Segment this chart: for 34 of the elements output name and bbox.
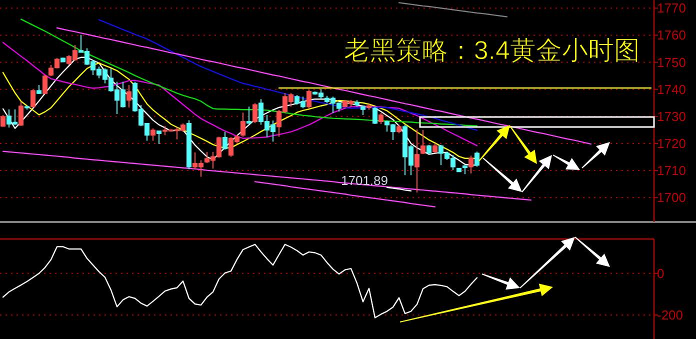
y-tick-label: 1770 xyxy=(657,0,686,16)
text: 老黑策略：3.4黄金小时图 xyxy=(344,35,640,65)
candlestick xyxy=(42,74,48,94)
candlestick xyxy=(156,130,162,145)
candlestick xyxy=(222,131,228,150)
y-tick-label: 1700 xyxy=(657,190,686,206)
annotation: 1701.89 xyxy=(341,173,388,188)
candlestick xyxy=(432,142,438,154)
candlestick xyxy=(30,88,36,108)
y-tick-label: 1730 xyxy=(657,108,686,124)
candlestick xyxy=(126,84,132,108)
candlestick xyxy=(18,101,24,126)
candlestick xyxy=(246,106,252,124)
line-series xyxy=(2,244,478,318)
y-tick-label: -200 xyxy=(657,308,684,323)
candlestick xyxy=(252,102,258,124)
y-tick-label: 1760 xyxy=(657,28,686,43)
line-series xyxy=(2,150,532,201)
y-tick-label: 1750 xyxy=(657,54,686,70)
candlestick xyxy=(372,106,378,124)
candlestick xyxy=(240,112,246,138)
candlestick xyxy=(150,128,156,142)
y-tick-label: 1710 xyxy=(657,163,686,178)
y-tick-label: 1720 xyxy=(657,136,686,152)
candlestick xyxy=(414,128,420,194)
candlestick xyxy=(426,144,432,155)
candlestick xyxy=(420,129,426,155)
y-tick-label: 1740 xyxy=(657,82,686,97)
candlestick xyxy=(474,151,480,168)
y-tick-label: 0 xyxy=(657,266,664,281)
candlestick xyxy=(306,89,312,109)
candlestick xyxy=(378,112,384,124)
candlestick xyxy=(468,155,474,174)
line-series xyxy=(398,2,508,18)
